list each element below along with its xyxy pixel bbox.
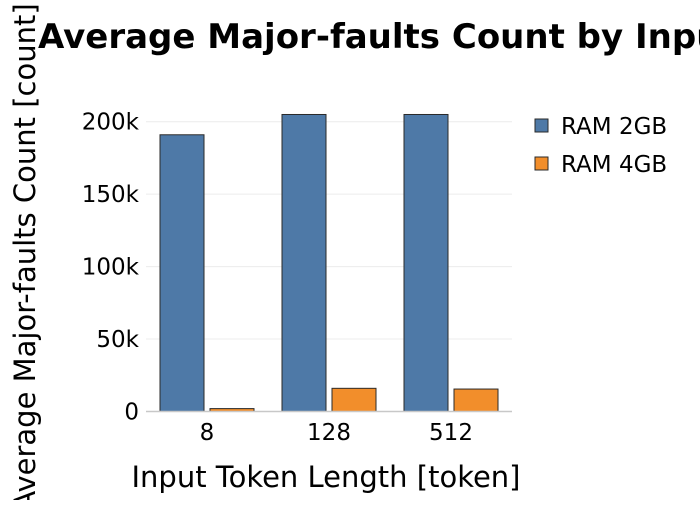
bar-ram-4gb-512 [453,388,499,413]
y-tick-label: 0 [124,400,139,426]
x-tick-label: 8 [200,420,215,446]
x-axis-ticks: 8 128 512 [200,420,473,446]
bar-ram-4gb-128 [331,387,377,412]
x-tick-label: 512 [429,420,473,446]
legend-label: RAM 2GB [561,114,667,140]
y-tick-label: 50k [96,327,139,353]
bar-ram-2gb-512 [403,113,449,412]
x-tick-label: 128 [307,420,351,446]
y-tick-label: 100k [82,255,140,281]
bars [159,113,499,413]
y-tick-label: 150k [82,182,140,208]
legend-label: RAM 4GB [561,152,667,178]
legend-swatch [534,156,549,171]
y-axis-title: Average Major-faults Count [count] [8,3,42,500]
x-axis-title: Input Token Length [token] [131,460,520,494]
bar-ram-2gb-8 [159,134,205,412]
legend-swatch [534,118,549,133]
chart-title: Average Major-faults Count by Input Toke… [38,17,700,57]
y-tick-label: 200k [82,110,140,136]
y-axis-ticks: 0 50k 100k 150k 200k [82,110,140,426]
grid [146,121,512,340]
legend: RAM 2GB RAM 4GB [534,114,667,178]
bar-ram-2gb-128 [281,113,327,412]
